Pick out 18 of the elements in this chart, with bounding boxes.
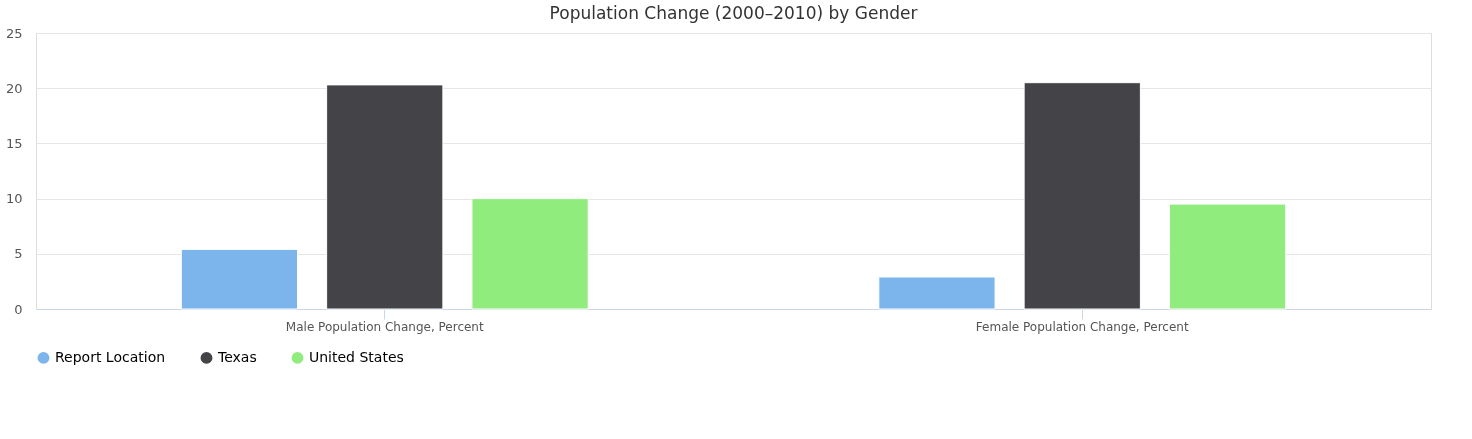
y-tick-label: 10	[5, 191, 23, 207]
bar	[1168, 203, 1287, 310]
y-tick-label: 25	[5, 25, 23, 41]
x-tick-label: Male Population Change, Percent	[285, 319, 484, 334]
y-tick-label: 0	[14, 301, 23, 317]
x-tick-label: Female Population Change, Percent	[975, 319, 1189, 334]
bar	[326, 84, 444, 310]
legend-label: United States	[309, 348, 404, 365]
y-tick-label: 5	[14, 246, 23, 262]
chart-title: Population Change (2000–2010) by Gender	[549, 3, 918, 23]
y-tick-label: 15	[5, 135, 23, 151]
y-tick-label: 20	[5, 80, 23, 96]
legend-label: Texas	[217, 348, 257, 365]
bar	[878, 276, 996, 310]
bar	[1023, 82, 1141, 310]
bar	[471, 198, 589, 310]
bar	[180, 248, 299, 310]
legend-label: Report Location	[55, 348, 166, 365]
